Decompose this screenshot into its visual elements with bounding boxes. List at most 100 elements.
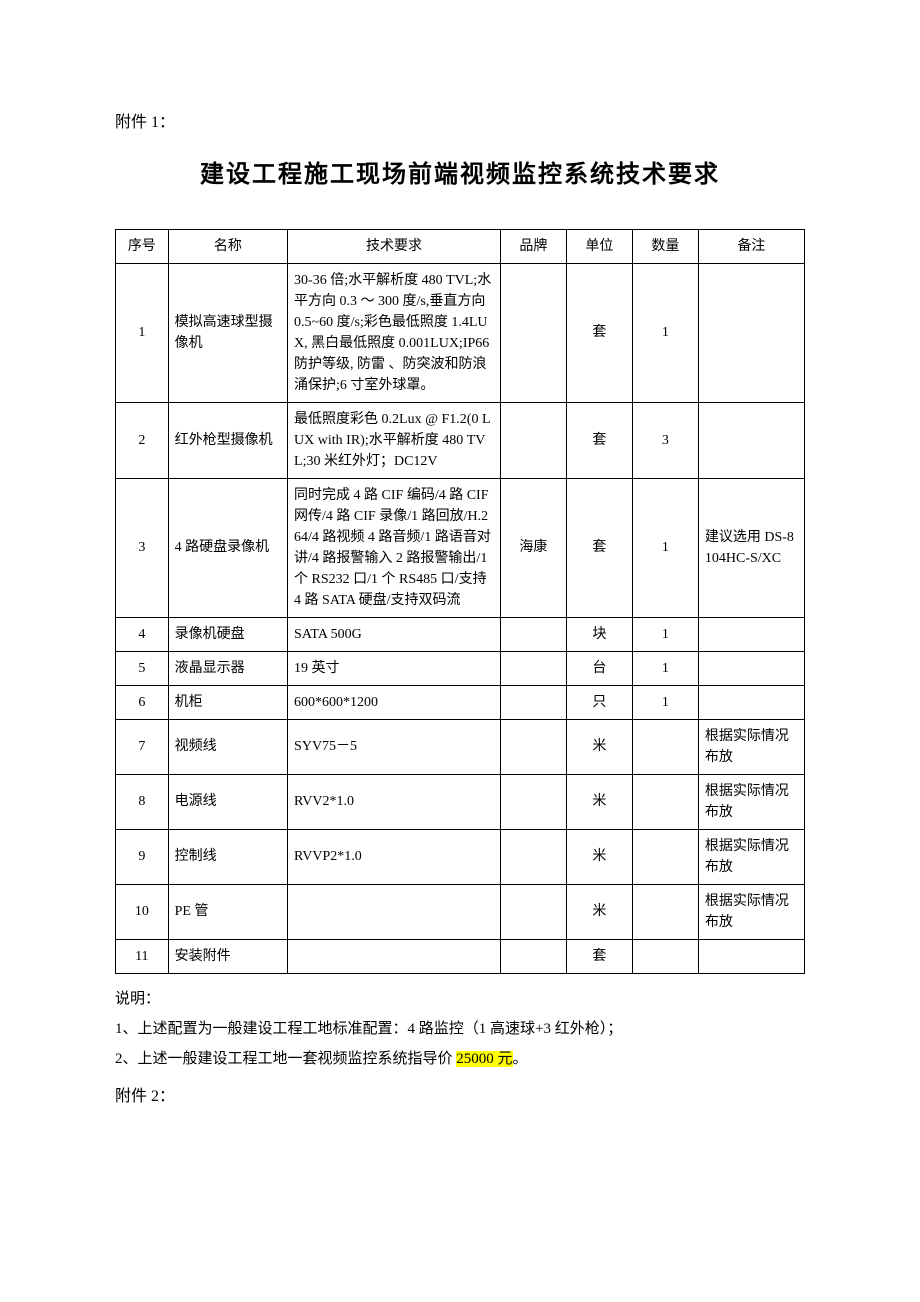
cell-spec <box>288 939 501 973</box>
cell-unit: 套 <box>566 263 632 402</box>
cell-idx: 8 <box>116 774 169 829</box>
table-header-row: 序号 名称 技术要求 品牌 单位 数量 备注 <box>116 229 805 263</box>
cell-name: 模拟高速球型摄像机 <box>168 263 287 402</box>
cell-spec: 19 英寸 <box>288 651 501 685</box>
cell-brand <box>500 939 566 973</box>
cell-unit: 米 <box>566 774 632 829</box>
cell-spec: SYV75－5 <box>288 719 501 774</box>
note-line-1: 1、上述配置为一般建设工程工地标准配置：4 路监控（1 高速球+3 红外枪）； <box>115 1014 805 1044</box>
cell-brand <box>500 685 566 719</box>
cell-idx: 5 <box>116 651 169 685</box>
cell-unit: 台 <box>566 651 632 685</box>
cell-spec: RVVP2*1.0 <box>288 829 501 884</box>
cell-qty <box>632 939 698 973</box>
cell-qty: 1 <box>632 478 698 617</box>
notes-label: 说明： <box>115 984 805 1014</box>
table-row: 34 路硬盘录像机同时完成 4 路 CIF 编码/4 路 CIF 网传/4 路 … <box>116 478 805 617</box>
note-line-2: 2、上述一般建设工程工地一套视频监控系统指导价 25000 元。 <box>115 1044 805 1074</box>
cell-idx: 11 <box>116 939 169 973</box>
table-row: 5液晶显示器19 英寸 台1 <box>116 651 805 685</box>
cell-qty: 1 <box>632 263 698 402</box>
cell-brand <box>500 402 566 478</box>
spec-table: 序号 名称 技术要求 品牌 单位 数量 备注 1模拟高速球型摄像机30-36 倍… <box>115 229 805 974</box>
cell-name: PE 管 <box>168 884 287 939</box>
cell-qty: 1 <box>632 685 698 719</box>
cell-idx: 1 <box>116 263 169 402</box>
table-row: 4录像机硬盘SATA 500G 块1 <box>116 617 805 651</box>
cell-unit: 米 <box>566 719 632 774</box>
cell-spec <box>288 884 501 939</box>
cell-note <box>698 617 804 651</box>
attachment-1-label: 附件 1： <box>115 110 805 136</box>
cell-unit: 块 <box>566 617 632 651</box>
cell-brand <box>500 719 566 774</box>
cell-name: 液晶显示器 <box>168 651 287 685</box>
cell-unit: 套 <box>566 939 632 973</box>
cell-spec: SATA 500G <box>288 617 501 651</box>
cell-brand <box>500 263 566 402</box>
cell-spec: 最低照度彩色 0.2Lux @ F1.2(0 LUX with IR);水平解析… <box>288 402 501 478</box>
cell-idx: 3 <box>116 478 169 617</box>
col-header-unit: 单位 <box>566 229 632 263</box>
col-header-name: 名称 <box>168 229 287 263</box>
table-row: 10PE 管 米 根据实际情况布放 <box>116 884 805 939</box>
table-row: 11安装附件 套 <box>116 939 805 973</box>
cell-note: 根据实际情况布放 <box>698 829 804 884</box>
cell-qty: 1 <box>632 617 698 651</box>
cell-qty <box>632 719 698 774</box>
cell-name: 电源线 <box>168 774 287 829</box>
table-row: 2红外枪型摄像机最低照度彩色 0.2Lux @ F1.2(0 LUX with … <box>116 402 805 478</box>
cell-note <box>698 402 804 478</box>
cell-brand <box>500 651 566 685</box>
attachment-2-label: 附件 2： <box>115 1084 805 1110</box>
cell-idx: 10 <box>116 884 169 939</box>
page-title: 建设工程施工现场前端视频监控系统技术要求 <box>115 156 805 194</box>
cell-brand <box>500 829 566 884</box>
cell-brand: 海康 <box>500 478 566 617</box>
cell-name: 安装附件 <box>168 939 287 973</box>
cell-spec: 同时完成 4 路 CIF 编码/4 路 CIF 网传/4 路 CIF 录像/1 … <box>288 478 501 617</box>
table-row: 1模拟高速球型摄像机30-36 倍;水平解析度 480 TVL;水平方向 0.3… <box>116 263 805 402</box>
cell-note: 根据实际情况布放 <box>698 719 804 774</box>
notes-section: 说明： 1、上述配置为一般建设工程工地标准配置：4 路监控（1 高速球+3 红外… <box>115 984 805 1074</box>
note2-pre: 2、上述一般建设工程工地一套视频监控系统指导价 <box>115 1051 456 1067</box>
cell-qty <box>632 829 698 884</box>
note2-highlight: 25000 元 <box>456 1051 512 1067</box>
cell-name: 机柜 <box>168 685 287 719</box>
table-row: 6机柜600*600*1200 只1 <box>116 685 805 719</box>
cell-qty: 1 <box>632 651 698 685</box>
cell-note: 根据实际情况布放 <box>698 884 804 939</box>
cell-name: 录像机硬盘 <box>168 617 287 651</box>
cell-note <box>698 685 804 719</box>
cell-name: 红外枪型摄像机 <box>168 402 287 478</box>
cell-unit: 米 <box>566 829 632 884</box>
cell-idx: 9 <box>116 829 169 884</box>
col-header-brand: 品牌 <box>500 229 566 263</box>
cell-idx: 6 <box>116 685 169 719</box>
cell-unit: 只 <box>566 685 632 719</box>
col-header-index: 序号 <box>116 229 169 263</box>
cell-unit: 套 <box>566 478 632 617</box>
cell-name: 4 路硬盘录像机 <box>168 478 287 617</box>
cell-note <box>698 939 804 973</box>
cell-brand <box>500 774 566 829</box>
cell-unit: 米 <box>566 884 632 939</box>
cell-qty <box>632 774 698 829</box>
table-row: 9控制线RVVP2*1.0米根据实际情况布放 <box>116 829 805 884</box>
cell-qty <box>632 884 698 939</box>
cell-idx: 7 <box>116 719 169 774</box>
cell-spec: 600*600*1200 <box>288 685 501 719</box>
col-header-spec: 技术要求 <box>288 229 501 263</box>
cell-unit: 套 <box>566 402 632 478</box>
note2-post: 。 <box>513 1051 528 1067</box>
cell-brand <box>500 617 566 651</box>
cell-brand <box>500 884 566 939</box>
cell-note: 根据实际情况布放 <box>698 774 804 829</box>
cell-note: 建议选用 DS-8104HC-S/XC <box>698 478 804 617</box>
cell-note <box>698 651 804 685</box>
cell-note <box>698 263 804 402</box>
cell-idx: 4 <box>116 617 169 651</box>
cell-spec: RVV2*1.0 <box>288 774 501 829</box>
cell-idx: 2 <box>116 402 169 478</box>
table-row: 7视频线SYV75－5米根据实际情况布放 <box>116 719 805 774</box>
